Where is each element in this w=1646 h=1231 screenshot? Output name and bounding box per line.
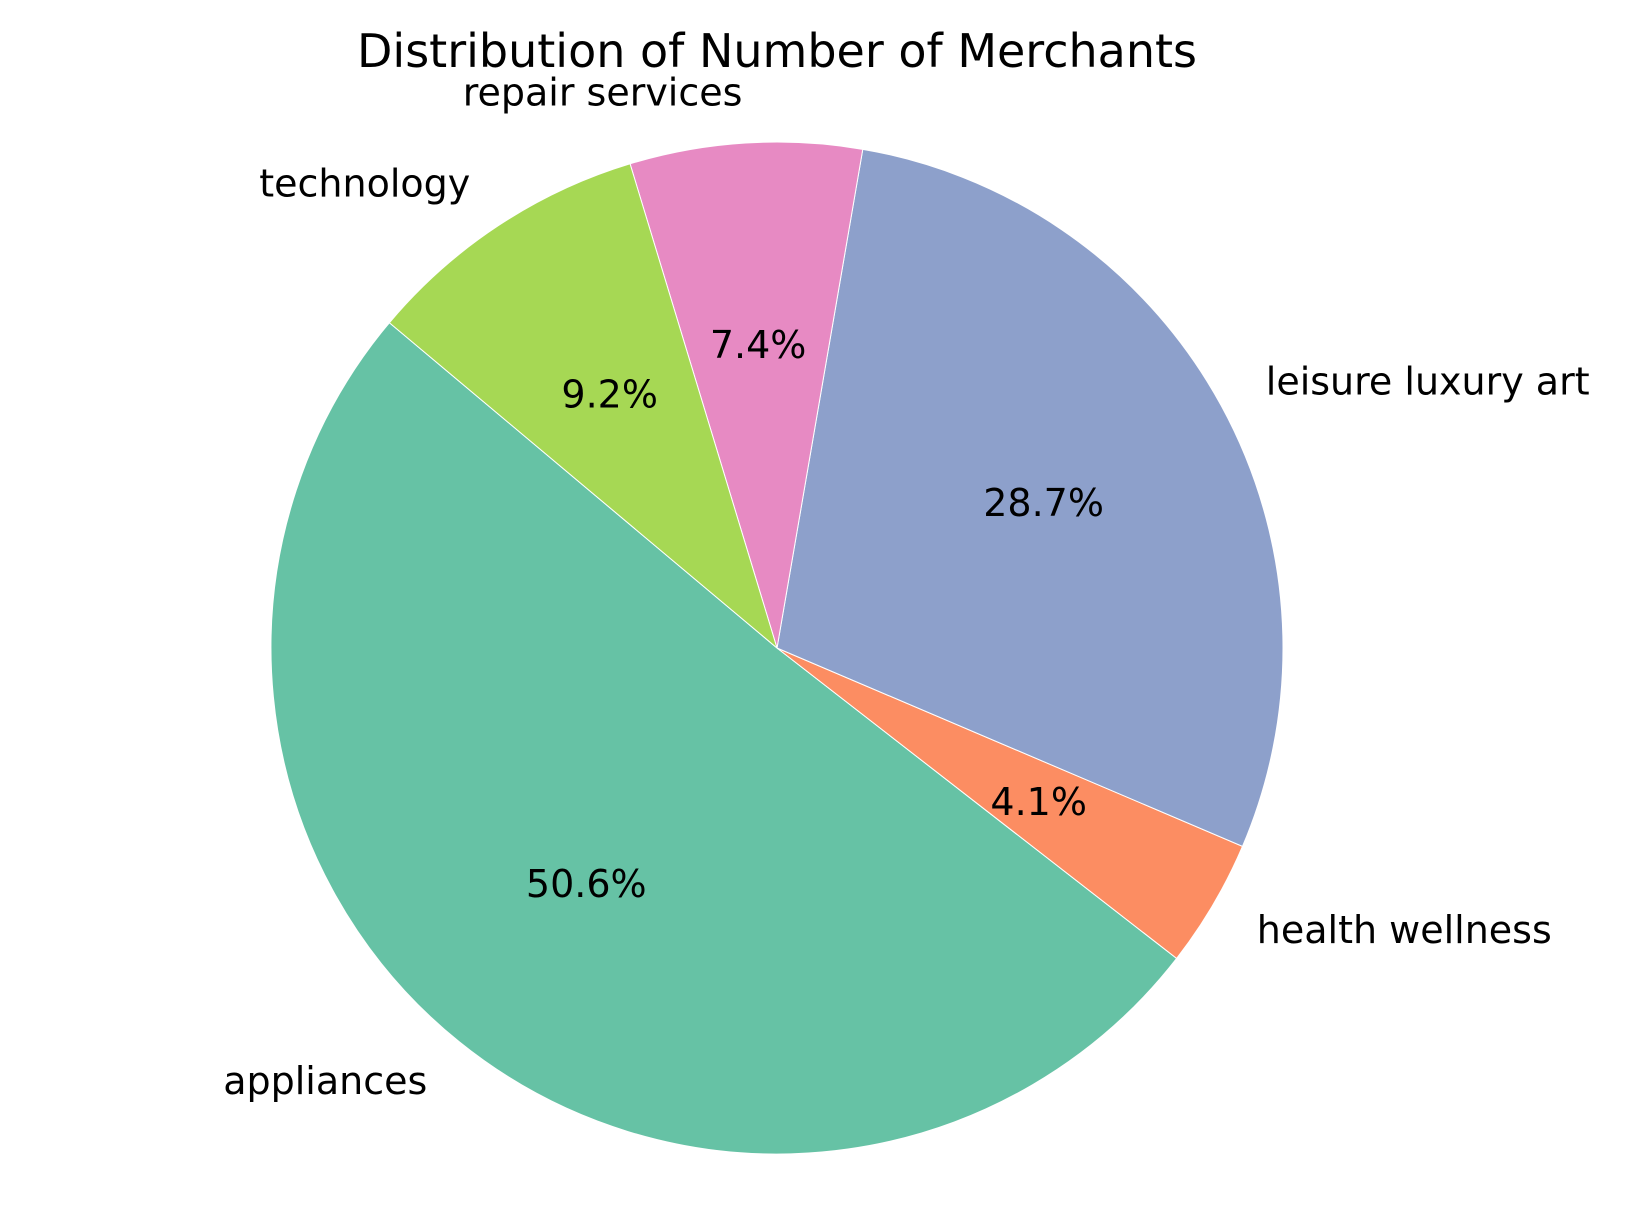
- slice-label-technology: technology: [259, 162, 470, 206]
- pie-slices: [270, 141, 1284, 1155]
- pie-labels: 50.6% appliances 4.1% health wellness 28.7% l…: [223, 70, 1589, 1103]
- pct-label-appliances: 50.6%: [526, 862, 647, 906]
- slice-label-appliances: appliances: [223, 1059, 427, 1103]
- pct-label-leisure-luxury-art: 28.7%: [983, 481, 1104, 525]
- chart-title: Distribution of Number of Merchants: [357, 24, 1197, 78]
- pie-slice-repair-services: [629, 141, 864, 649]
- pie-slice-leisure-luxury-art: [776, 148, 1284, 848]
- pie-slice-technology: [388, 163, 778, 650]
- slice-label-repair-services: repair services: [463, 70, 743, 114]
- slice-label-health-wellness: health wellness: [1257, 908, 1552, 952]
- pct-label-health-wellness: 4.1%: [990, 780, 1087, 824]
- pie-slice-appliances: [270, 322, 1178, 1155]
- pct-label-repair-services: 7.4%: [710, 323, 807, 367]
- pct-label-technology: 9.2%: [561, 373, 658, 417]
- slice-label-leisure-luxury-art: leisure luxury art: [1266, 360, 1590, 404]
